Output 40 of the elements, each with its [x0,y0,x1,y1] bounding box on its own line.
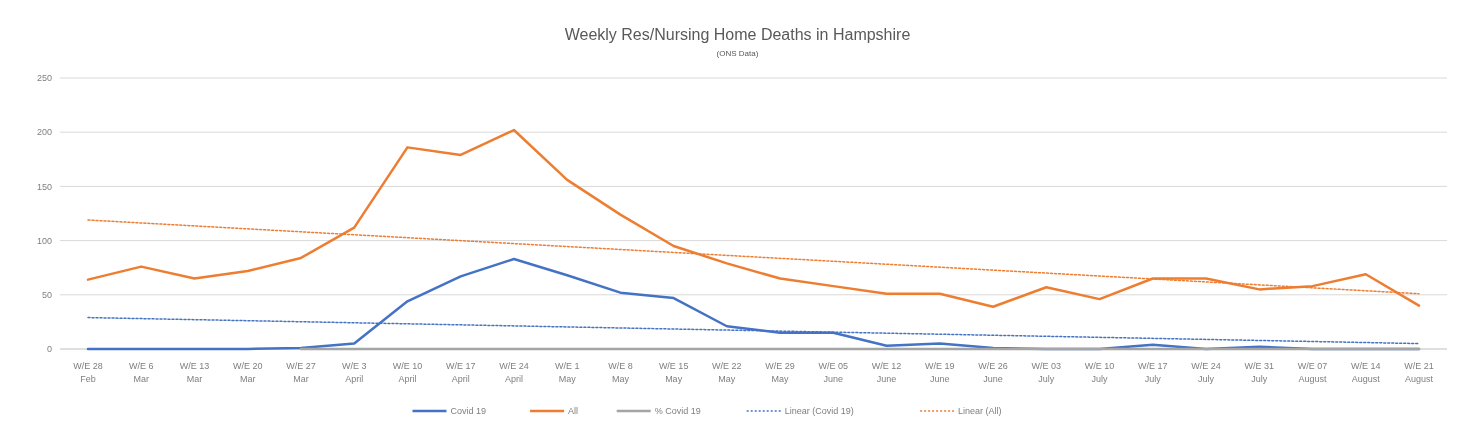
x-tick-label: W/E 1 May [554,361,580,384]
legend-label: Linear (Covid 19) [784,406,854,417]
x-tick-label: W/E 8 May [608,361,633,384]
x-tick-label: W/E 26 June [978,361,1008,384]
chart-subtitle: (ONS Data) [716,49,759,58]
legend-label: Linear (All) [958,406,1002,417]
x-tick-label: W/E 15 May [658,361,689,384]
x-tick-label: W/E 10 July [1084,361,1115,384]
y-tick-label: 100 [36,235,52,246]
legend-label: Covid 19 [450,406,487,417]
y-tick-label: 50 [41,289,52,300]
x-tick-label: W/E 17 April [445,361,476,384]
y-tick-label: 250 [36,73,52,84]
x-tick-label: W/E 12 June [871,361,902,384]
x-tick-label: W/E 6 Mar [128,361,154,384]
x-tick-label: W/E 17 July [1138,361,1168,384]
x-tick-label: W/E 22 May [712,361,742,384]
x-tick-label: W/E 21 August [1404,361,1434,384]
x-tick-label: W/E 05 June [818,361,849,384]
x-tick-label: W/E 13 Mar [179,361,210,384]
y-tick-label: 200 [36,127,52,138]
line-series [86,128,1421,308]
x-tick-label: W/E 20 Mar [232,361,263,384]
x-tick-label: W/E 31 July [1244,361,1275,384]
x-tick-label: W/E 07 August [1297,361,1328,384]
x-tick-label: W/E 03 July [1031,361,1062,384]
x-tick-label: W/E 19 June [925,361,955,384]
y-tick-label: 0 [46,344,52,355]
x-tick-label: W/E 27 Mar [286,361,316,384]
x-tick-label: W/E 28 Feb [73,361,103,384]
x-tick-label: W/E 24 April [499,361,529,384]
legend-label: All [568,406,579,417]
chart-title: Weekly Res/Nursing Home Deaths in Hampshire [564,26,911,43]
y-tick-label: 150 [36,181,52,192]
legend-label: % Covid 19 [654,406,701,417]
x-tick-label: W/E 3 April [341,361,367,384]
x-tick-label: W/E 24 July [1191,361,1221,384]
x-tick-label: W/E 14 August [1351,361,1381,384]
x-tick-label: W/E 29 May [765,361,795,384]
x-tick-label: W/E 10 April [392,361,423,384]
